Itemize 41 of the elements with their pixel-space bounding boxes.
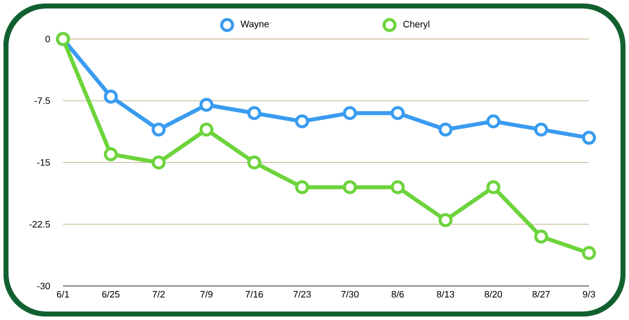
point <box>104 90 118 104</box>
x-tick-label: 9/3 <box>582 290 596 298</box>
x-tick-label: 7/23 <box>293 290 311 298</box>
point <box>152 156 166 170</box>
x-tick-label: 8/13 <box>436 290 454 298</box>
x-tick-label: 6/25 <box>102 290 120 298</box>
point <box>247 156 262 170</box>
point <box>486 114 500 128</box>
point <box>247 106 262 120</box>
point <box>295 180 310 194</box>
y-tick-label: 0 <box>45 36 50 42</box>
x-tick-label: 8/6 <box>392 290 404 298</box>
point <box>199 122 214 137</box>
x-tick-label: 8/27 <box>532 290 550 298</box>
point <box>534 230 548 244</box>
y-tick-label: -15 <box>37 159 50 166</box>
x-tick-label: 6/1 <box>57 290 70 298</box>
point <box>199 98 214 112</box>
x-tick-label: 7/16 <box>246 290 263 298</box>
point <box>295 114 310 128</box>
point <box>534 122 548 137</box>
y-tick-label: -7.5 <box>34 97 50 104</box>
y-tick-label: -22.5 <box>29 220 50 228</box>
point <box>390 180 405 194</box>
legend-label: Cheryl <box>403 20 430 30</box>
x-tick-label: 7/30 <box>341 290 359 298</box>
point <box>582 130 596 145</box>
point <box>342 106 357 120</box>
x-tick-label: 8/20 <box>484 290 502 298</box>
point <box>390 106 405 120</box>
point <box>582 246 596 260</box>
point <box>104 147 118 162</box>
point <box>342 180 357 194</box>
point <box>438 213 453 228</box>
point <box>438 122 453 137</box>
x-tick-label: 7/2 <box>152 290 165 298</box>
point <box>486 180 500 194</box>
x-tick-label: 7/9 <box>200 290 212 298</box>
y-tick-label: -30 <box>37 282 50 290</box>
legend-label: Wayne <box>240 20 269 30</box>
point <box>152 122 166 137</box>
